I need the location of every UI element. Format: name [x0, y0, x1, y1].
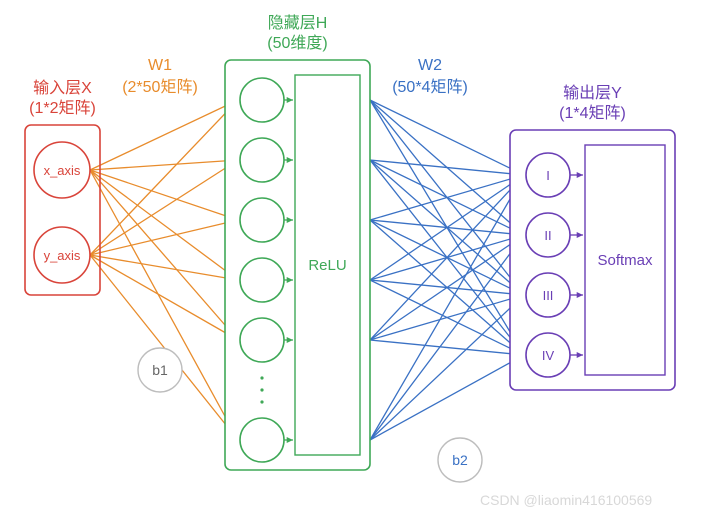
input-node-label: x_axis [44, 163, 81, 178]
hidden-node [240, 138, 284, 182]
output-node-label: II [544, 228, 551, 243]
hidden-title-2: (50维度) [267, 34, 327, 52]
b2-label: b2 [452, 452, 468, 468]
output-node-label: I [546, 168, 550, 183]
hidden-node [240, 198, 284, 242]
hidden-title-1: 隐藏层H [268, 14, 328, 32]
watermark: CSDN @liaomin416100569 [480, 492, 652, 508]
output-title-1: 输出层Y [563, 84, 622, 102]
w2-title-1: W2 [418, 57, 442, 74]
b1-label: b1 [152, 362, 168, 378]
softmax-label: Softmax [597, 252, 653, 269]
w2-edges [370, 100, 524, 440]
input-title-1: 输入层X [33, 79, 92, 97]
input-title-2: (1*2矩阵) [29, 99, 96, 117]
relu-label: ReLU [308, 257, 346, 274]
output-node-label: III [543, 288, 554, 303]
w1-title-1: W1 [148, 57, 172, 74]
w1-title-2: (2*50矩阵) [122, 78, 198, 96]
hidden-node [240, 418, 284, 462]
hidden-layer: 隐藏层H (50维度) ReLU [225, 14, 370, 470]
output-layer: 输出层Y(1*4矩阵)SoftmaxIIIIIIIV [510, 84, 675, 390]
output-title-2: (1*4矩阵) [559, 104, 626, 122]
hidden-node [240, 258, 284, 302]
hidden-node [240, 318, 284, 362]
input-node-label: y_axis [44, 248, 81, 263]
output-node-label: IV [542, 348, 555, 363]
hidden-node [240, 78, 284, 122]
w2-title-2: (50*4矩阵) [392, 78, 468, 96]
input-layer: 输入层X (1*2矩阵) x_axis y_axis [25, 79, 100, 295]
